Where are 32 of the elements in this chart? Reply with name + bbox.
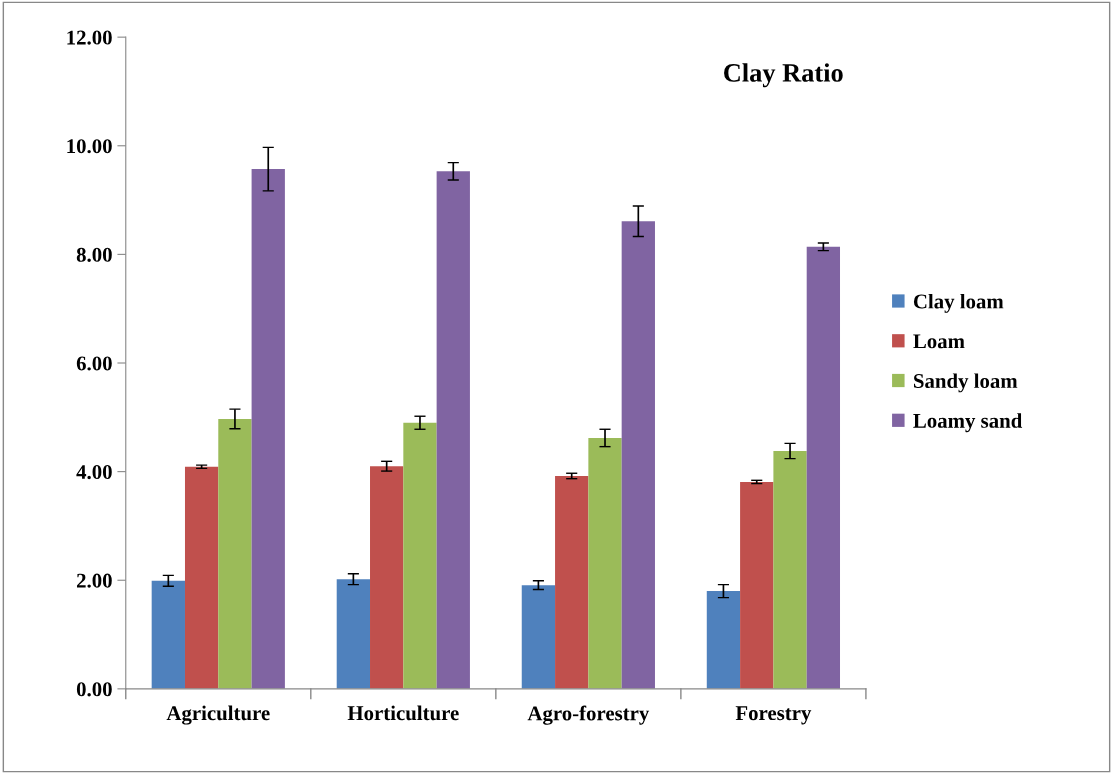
y-tick-label: 2.00 [76,573,112,588]
bar [184,466,219,689]
bar [521,585,556,689]
legend-label: Loam [913,334,965,349]
y-tick-label: 4.00 [76,465,112,480]
bar [621,221,655,689]
bar [370,466,404,689]
text: Clay Ratio [724,63,843,88]
x-tick-label: Agriculture [166,705,270,725]
bar [588,437,622,689]
y-tick-label: 10.00 [67,139,112,154]
y-tick-label: 12.00 [67,30,112,45]
x-tick-label: Agro-forestry [527,705,650,725]
bar [555,475,589,689]
y-tick-label: 0.00 [76,682,112,697]
legend-label: Sandy loam [914,373,1018,393]
y-tick-label: 6.00 [76,356,112,371]
bar [403,422,437,689]
x-tick-label: Horticulture [347,705,459,721]
bar [151,580,185,689]
legend-label: Clay loam [913,293,1004,313]
bar [806,246,841,689]
bar [251,169,285,689]
y-tick-label: 8.00 [76,247,112,262]
x-tick-label: Forestry [735,706,812,725]
bar [218,418,252,689]
legend-label: Loamy sand [913,413,1023,433]
bar [740,481,774,689]
bar [706,591,741,689]
bar [336,579,371,689]
bar [436,171,470,689]
bar [773,450,807,689]
